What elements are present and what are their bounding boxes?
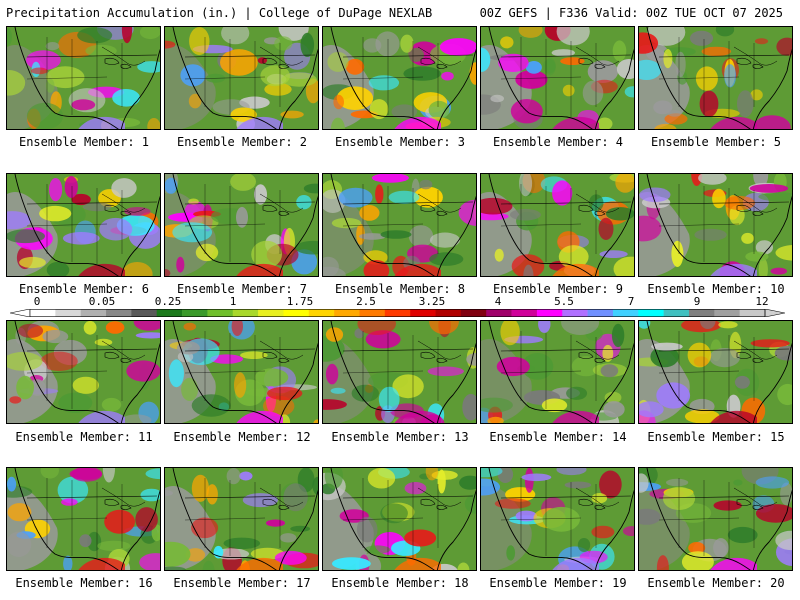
ensemble-map-14[interactable]: [480, 320, 635, 424]
colorbar-swatch: [435, 309, 462, 317]
ensemble-member-label: Ensemble Member: 7: [176, 282, 308, 296]
model-run-info: 00Z GEFS | F336 Valid: 00Z TUE OCT 07 20…: [479, 6, 783, 20]
colorbar-swatch: [156, 309, 183, 317]
ensemble-member-label: Ensemble Member: 17: [173, 576, 311, 590]
colorbar-over-arrow: [764, 309, 785, 317]
colorbar-tick-label: 3.25: [418, 295, 446, 308]
colorbar-swatch: [283, 309, 310, 317]
ensemble-map-4[interactable]: [480, 26, 635, 130]
colorbar-swatch: [587, 309, 614, 317]
colorbar-tick-label: 1.75: [286, 295, 314, 308]
ensemble-member-label: Ensemble Member: 2: [176, 135, 308, 149]
colorbar-swatch: [638, 309, 664, 317]
ensemble-map-15[interactable]: [638, 320, 793, 424]
colorbar-swatch: [308, 309, 335, 317]
colorbar-swatch: [80, 309, 107, 317]
ensemble-member-label: Ensemble Member: 15: [647, 430, 785, 444]
color-scale-bar: [10, 309, 785, 317]
colorbar-tick-label: 9: [693, 295, 701, 308]
ensemble-map-3[interactable]: [322, 26, 477, 130]
ensemble-map-7[interactable]: [164, 173, 319, 277]
ensemble-map-8[interactable]: [322, 173, 477, 277]
colorbar-swatch: [410, 309, 436, 317]
colorbar-swatch: [384, 309, 411, 317]
colorbar-tick-label: 0.25: [154, 295, 182, 308]
ensemble-member-label: Ensemble Member: 18: [331, 576, 469, 590]
colorbar-swatch: [207, 309, 234, 317]
colorbar-swatch: [55, 309, 81, 317]
ensemble-member-label: Ensemble Member: 5: [650, 135, 782, 149]
colorbar-swatch: [232, 309, 259, 317]
colorbar-swatch: [258, 309, 284, 317]
colorbar-tick-label: 4: [494, 295, 502, 308]
ensemble-member-label: Ensemble Member: 6: [18, 282, 150, 296]
ensemble-member-label: Ensemble Member: 20: [647, 576, 785, 590]
ensemble-member-label: Ensemble Member: 13: [331, 430, 469, 444]
colorbar-swatch: [486, 309, 512, 317]
colorbar-swatch: [106, 309, 132, 317]
colorbar-tick-label: 0: [33, 295, 41, 308]
ensemble-map-20[interactable]: [638, 467, 793, 571]
colorbar-swatch: [562, 309, 588, 317]
ensemble-member-label: Ensemble Member: 10: [647, 282, 785, 296]
ensemble-member-label: Ensemble Member: 3: [334, 135, 466, 149]
ensemble-map-19[interactable]: [480, 467, 635, 571]
colorbar-under-arrow: [10, 309, 31, 317]
colorbar-swatch: [182, 309, 208, 317]
ensemble-member-label: Ensemble Member: 1: [18, 135, 150, 149]
map-title: Precipitation Accumulation (in.) | Colle…: [6, 6, 433, 20]
colorbar-swatch: [460, 309, 487, 317]
ensemble-map-13[interactable]: [322, 320, 477, 424]
colorbar-swatch: [612, 309, 639, 317]
ensemble-map-9[interactable]: [480, 173, 635, 277]
ensemble-member-label: Ensemble Member: 16: [15, 576, 153, 590]
colorbar-swatch: [536, 309, 563, 317]
ensemble-map-2[interactable]: [164, 26, 319, 130]
ensemble-member-label: Ensemble Member: 4: [492, 135, 624, 149]
ensemble-map-6[interactable]: [6, 173, 161, 277]
ensemble-map-5[interactable]: [638, 26, 793, 130]
colorbar-swatch: [739, 309, 766, 317]
colorbar-tick-label: 0.05: [88, 295, 116, 308]
colorbar-tick-label: 12: [755, 295, 769, 308]
colorbar-tick-label: 5.5: [554, 295, 574, 308]
ensemble-member-label: Ensemble Member: 19: [489, 576, 627, 590]
colorbar-swatch: [334, 309, 360, 317]
colorbar-swatch: [131, 309, 158, 317]
colorbar-tick-label: 2.5: [356, 295, 376, 308]
ensemble-map-12[interactable]: [164, 320, 319, 424]
ensemble-map-16[interactable]: [6, 467, 161, 571]
colorbar-tick-label: 7: [627, 295, 635, 308]
ensemble-member-label: Ensemble Member: 9: [492, 282, 624, 296]
ensemble-map-1[interactable]: [6, 26, 161, 130]
ensemble-map-10[interactable]: [638, 173, 793, 277]
colorbar-swatch: [714, 309, 740, 317]
ensemble-map-17[interactable]: [164, 467, 319, 571]
ensemble-map-18[interactable]: [322, 467, 477, 571]
ensemble-member-label: Ensemble Member: 8: [334, 282, 466, 296]
colorbar-swatch: [663, 309, 690, 317]
ensemble-member-label: Ensemble Member: 11: [15, 430, 153, 444]
colorbar-swatch: [359, 309, 386, 317]
colorbar-swatch: [511, 309, 538, 317]
ensemble-map-11[interactable]: [6, 320, 161, 424]
ensemble-member-label: Ensemble Member: 14: [489, 430, 627, 444]
ensemble-member-label: Ensemble Member: 12: [173, 430, 311, 444]
colorbar-swatch: [688, 309, 715, 317]
colorbar-tick-label: 1: [229, 295, 237, 308]
colorbar-swatch: [30, 309, 56, 317]
